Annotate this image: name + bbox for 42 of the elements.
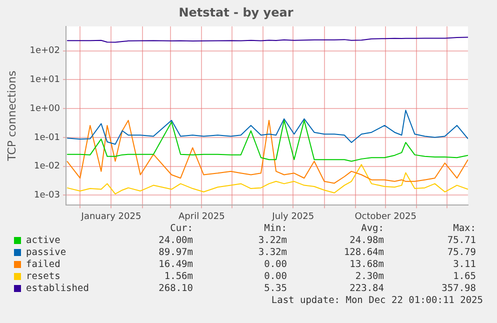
y-tick-label: 1e-01 [34,132,60,143]
text: 75.71 [447,235,476,246]
text: Max: [453,223,476,234]
chart-title: Netstat - by year [178,5,294,20]
legend-label: resets [26,271,60,282]
legend-label: active [26,235,60,246]
text: 24.00m [158,235,193,246]
x-tick-label: July 2025 [271,212,314,222]
y-tick-label: 1e-02 [34,162,60,172]
y-tick-label: 1e+00 [30,104,60,114]
text: 24.98m [350,235,384,246]
text: Last update: Mon Dec 22 01:00:11 2025 [271,295,483,306]
text: 2.30m [355,271,384,282]
legend-label: passive [26,247,66,258]
text: 1.56m [164,271,193,282]
text: 3.22m [258,235,287,246]
text: 1.65 [453,271,476,282]
text: Min: [264,223,287,234]
text: 13.68m [350,259,384,270]
text: 75.79 [447,247,476,258]
x-tick-label: January 2025 [80,212,142,222]
text: 357.98 [442,283,476,294]
text: 0.00 [264,271,287,282]
y-tick-label: 1e-03 [34,190,60,201]
text: 5.35 [264,283,287,294]
text: 3.11 [453,259,476,270]
x-tick-label: October 2025 [354,212,416,222]
y-tick-label: 1e+02 [30,46,60,56]
text: 223.84 [350,283,384,294]
text: 89.97m [158,247,193,258]
y-tick-label: 1e+01 [30,75,60,86]
text: 16.49m [158,259,193,270]
y-axis-title: TCP connections [5,70,18,162]
legend-label: failed [26,259,60,270]
text: 3.32m [258,247,287,258]
text: Cur: [170,223,193,234]
x-tick-label: April 2025 [178,212,225,222]
text: 268.10 [158,283,193,294]
text: 0.00 [264,259,287,270]
text: 128.64m [344,247,384,258]
legend-label: established [26,283,89,294]
text: Avg: [361,223,384,234]
